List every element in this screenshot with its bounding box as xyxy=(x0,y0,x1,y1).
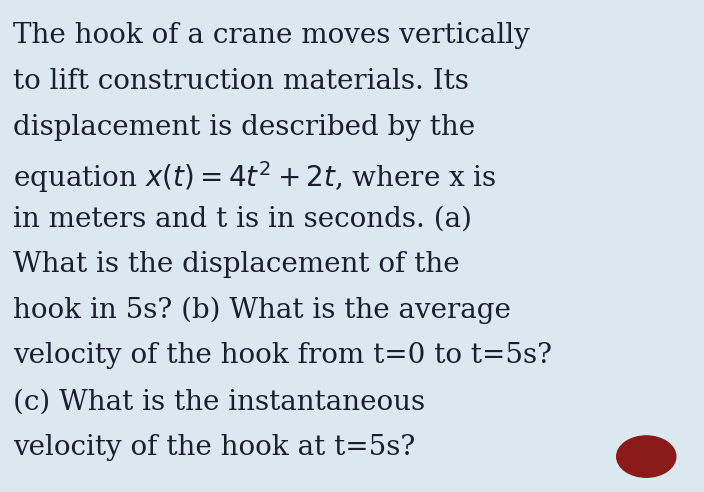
Text: velocity of the hook from t=0 to t=5s?: velocity of the hook from t=0 to t=5s? xyxy=(13,342,552,369)
Text: hook in 5s? (b) What is the average: hook in 5s? (b) What is the average xyxy=(13,297,510,324)
Text: What is the displacement of the: What is the displacement of the xyxy=(13,251,459,278)
Text: in meters and t is in seconds. (a): in meters and t is in seconds. (a) xyxy=(13,205,472,232)
Text: displacement is described by the: displacement is described by the xyxy=(13,114,474,141)
Text: The hook of a crane moves vertically: The hook of a crane moves vertically xyxy=(13,22,529,49)
Text: equation $x(t) = 4t^2 + 2t$, where x is: equation $x(t) = 4t^2 + 2t$, where x is xyxy=(13,159,496,195)
Text: velocity of the hook at t=5s?: velocity of the hook at t=5s? xyxy=(13,434,415,461)
Text: (c) What is the instantaneous: (c) What is the instantaneous xyxy=(13,388,425,415)
Circle shape xyxy=(617,436,676,477)
Text: to lift construction materials. Its: to lift construction materials. Its xyxy=(13,68,469,95)
